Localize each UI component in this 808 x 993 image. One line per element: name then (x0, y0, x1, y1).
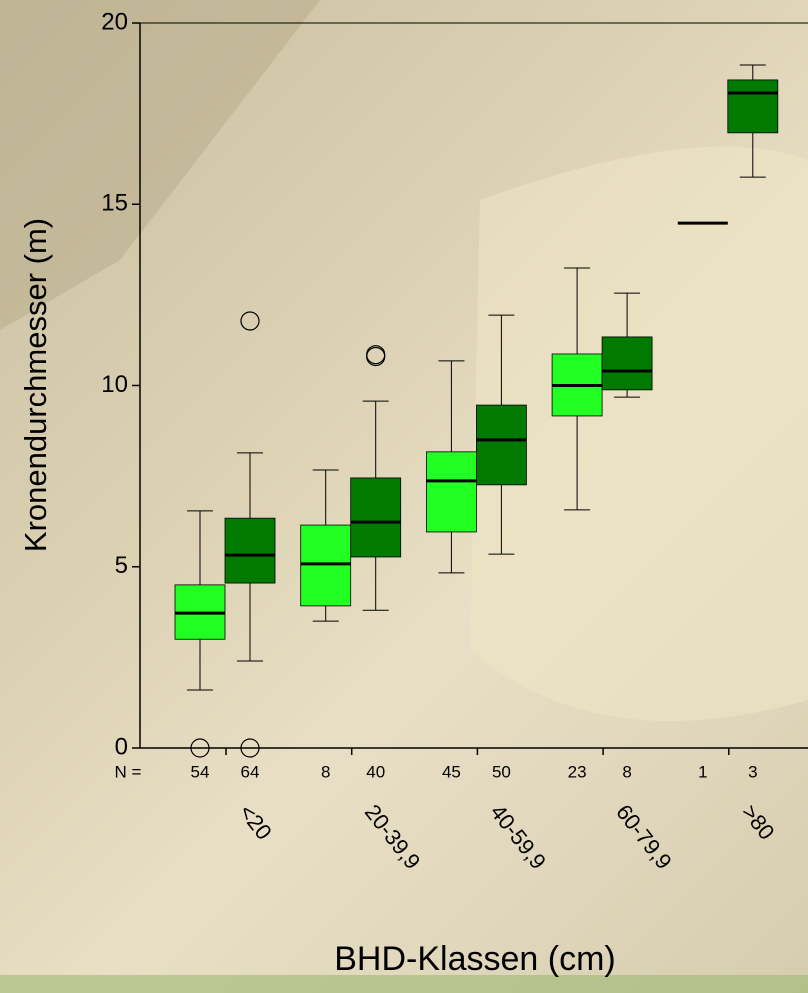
box (476, 405, 526, 485)
n-count: 8 (622, 762, 631, 781)
n-label: N = (115, 762, 142, 781)
n-count: 8 (321, 762, 330, 781)
outlier (241, 312, 259, 330)
box (602, 337, 652, 390)
box (351, 478, 401, 557)
n-count: 23 (568, 762, 587, 781)
n-count: 50 (492, 762, 511, 781)
y-tick-label: 5 (115, 552, 128, 579)
x-tick-label: >80 (737, 800, 780, 845)
chart: Kronendurchmesser (m) BHD-Klassen (cm) N… (0, 0, 808, 993)
y-axis-title: Kronendurchmesser (m) (18, 218, 53, 552)
box (426, 452, 476, 532)
x-axis-title: BHD-Klassen (cm) (334, 940, 615, 978)
n-count: 45 (442, 762, 461, 781)
x-tick-label: 40-59,9 (485, 800, 551, 874)
x-tick-label: 60-79,9 (611, 800, 677, 874)
y-tick-label: 10 (101, 371, 128, 398)
n-count: 3 (748, 762, 757, 781)
x-tick-label: 20-39,9 (360, 800, 426, 874)
y-tick-label: 0 (115, 733, 128, 760)
box (301, 525, 351, 606)
n-count: 54 (191, 762, 210, 781)
outlier (367, 348, 385, 366)
box (225, 518, 275, 583)
y-tick-label: 20 (101, 8, 128, 35)
box (728, 80, 778, 133)
outlier (367, 346, 385, 364)
n-count: 1 (698, 762, 707, 781)
n-count: 40 (366, 762, 385, 781)
y-tick-label: 15 (101, 190, 128, 217)
n-count: 64 (241, 762, 260, 781)
x-tick-label: <20 (234, 800, 277, 845)
